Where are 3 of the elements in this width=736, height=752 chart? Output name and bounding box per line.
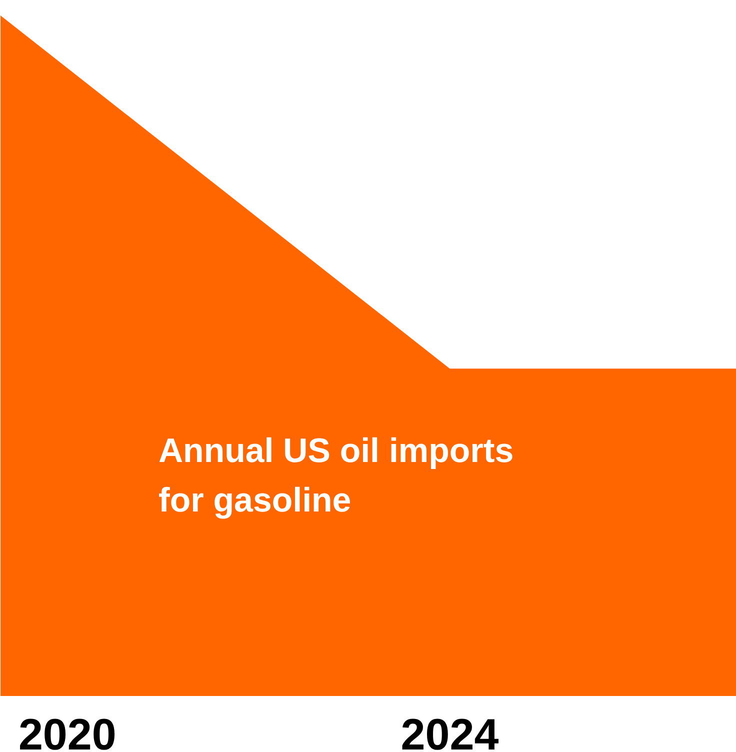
annotation: Annual US oil imports for gasoline bbox=[158, 432, 514, 520]
x-tick-label: 2020 bbox=[18, 710, 116, 752]
x-tick-label: 2024 bbox=[400, 710, 500, 752]
